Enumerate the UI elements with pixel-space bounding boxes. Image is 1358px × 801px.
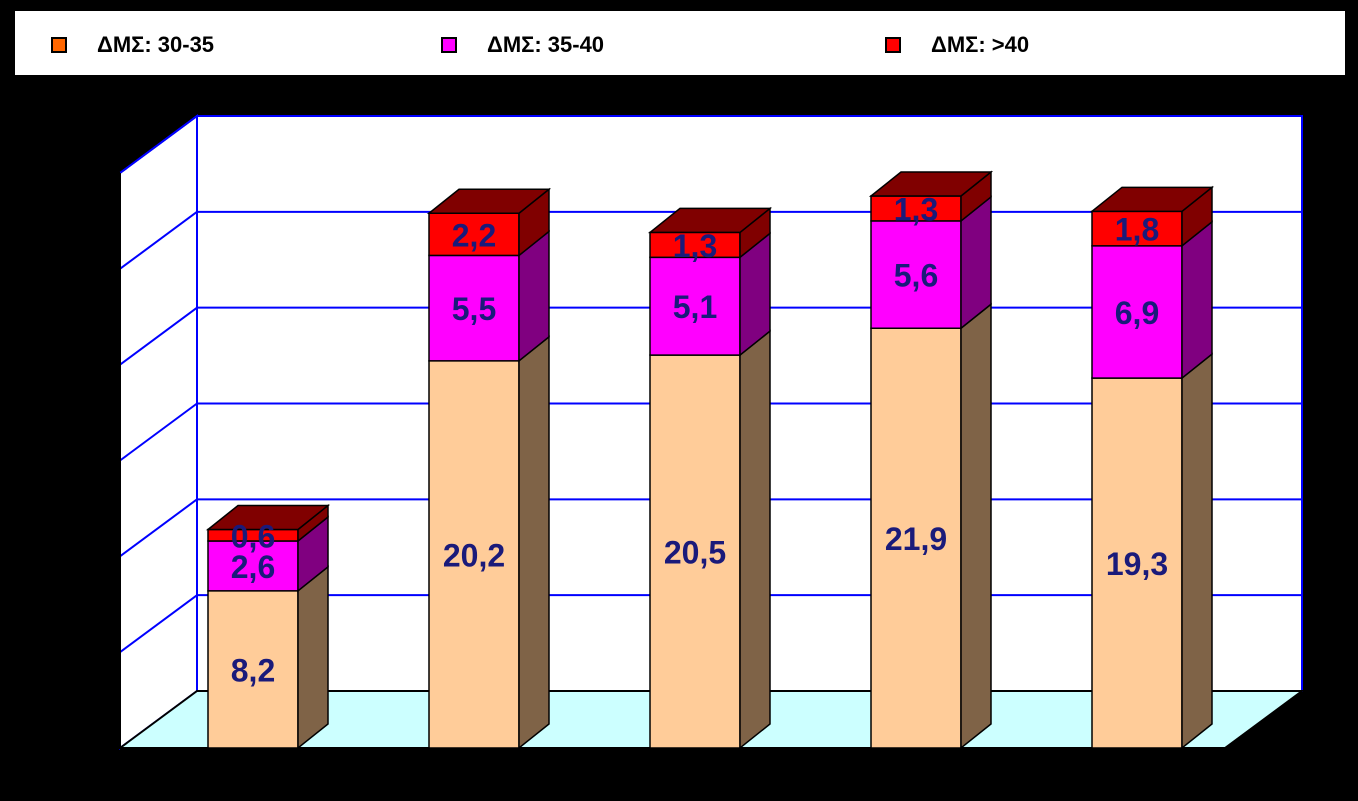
y-tick-label: 20 (77, 350, 106, 380)
bar-front (1091, 245, 1183, 379)
bar-front (649, 256, 741, 356)
bar-front (1091, 377, 1183, 749)
gridline-side (119, 594, 198, 653)
x-tick-label: 61-70 (1088, 759, 1185, 801)
x-tick-label: 51-60 (867, 759, 964, 801)
data-label: 5,5 (452, 291, 496, 327)
data-label: 5,6 (894, 258, 938, 294)
legend-label-30-35: ΔΜΣ: 30-35 (97, 32, 215, 57)
x-axis-suffix-label: Ετών (1252, 762, 1337, 800)
data-label: 2,6 (231, 549, 275, 585)
legend-item-35-40: ΔΜΣ: 35-40 (441, 32, 605, 57)
legend-item-30-35: ΔΜΣ: 30-35 (51, 32, 215, 57)
gridline-side (119, 402, 198, 462)
bar-side (1181, 220, 1213, 380)
y-tick-label: 25 (77, 254, 106, 284)
data-label: 20,2 (443, 537, 505, 573)
legend-swatch-30-35 (51, 37, 67, 53)
bar-top (205, 504, 331, 531)
y-tick-label: 0 (92, 733, 106, 763)
y-tick-label: 30 (77, 158, 106, 188)
data-label: 5,1 (673, 289, 717, 325)
bar-side (960, 302, 992, 750)
bar-side (297, 565, 329, 750)
data-label: 1,3 (673, 228, 717, 264)
legend-label-gt40: ΔΜΣ: >40 (931, 32, 1030, 57)
gridline-side (119, 211, 198, 270)
y-axis-label: % (68, 110, 104, 154)
bar-top (426, 188, 552, 214)
bar-front (428, 254, 520, 362)
bar-side (1181, 352, 1213, 750)
data-label: 6,9 (1115, 295, 1159, 331)
data-label: 19,3 (1106, 546, 1168, 582)
x-tick-label: 20-30 (204, 759, 301, 801)
legend: ΔΜΣ: 30-35 ΔΜΣ: 35-40 ΔΜΣ: >40 (14, 10, 1346, 76)
bar-front (870, 195, 962, 222)
bar-top (868, 171, 994, 197)
data-label: 21,9 (885, 521, 947, 557)
bar-front (649, 231, 741, 259)
bar-front (207, 590, 299, 749)
legend-swatch-gt40 (885, 37, 901, 53)
y-tick-label: 5 (92, 637, 106, 667)
legend-swatch-35-40 (441, 37, 457, 53)
bar-front (870, 327, 962, 749)
bar-side (518, 335, 550, 750)
y-tick-label: 15 (77, 446, 106, 476)
gridline-side (119, 115, 198, 174)
bar-top (1089, 186, 1215, 213)
data-label: 0,6 (231, 518, 275, 554)
legend-label-35-40: ΔΜΣ: 35-40 (487, 32, 605, 57)
legend-item-gt40: ΔΜΣ: >40 (885, 32, 1030, 57)
y-tick-label: 10 (77, 541, 106, 571)
gridline-side (119, 498, 198, 558)
x-tick-label: 41-50 (646, 759, 743, 801)
data-label: 2,2 (452, 217, 496, 253)
bar-front (207, 540, 299, 592)
bar-side (739, 329, 771, 750)
data-label: 8,2 (231, 652, 275, 688)
bar-front (428, 212, 520, 257)
bar-front (1091, 210, 1183, 247)
x-tick-label: 31-40 (425, 759, 522, 801)
data-label: 1,8 (1115, 212, 1159, 248)
data-label: 1,3 (894, 191, 938, 227)
data-label: 20,5 (664, 535, 726, 571)
gridline-side (119, 306, 198, 366)
bar-top (647, 207, 773, 234)
